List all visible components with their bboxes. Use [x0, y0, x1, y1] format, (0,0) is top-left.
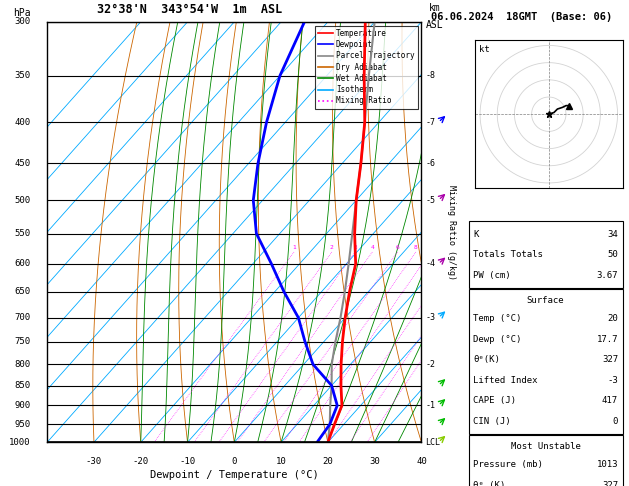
Text: 900: 900	[14, 401, 30, 410]
Text: -1: -1	[425, 401, 435, 410]
Bar	[469, 435, 623, 486]
Text: θᵉ (K): θᵉ (K)	[473, 481, 506, 486]
Text: 417: 417	[602, 397, 618, 405]
Text: hPa: hPa	[13, 8, 30, 17]
Text: -10: -10	[179, 457, 196, 466]
Text: 400: 400	[14, 118, 30, 127]
Text: 32°38'N  343°54'W  1m  ASL: 32°38'N 343°54'W 1m ASL	[97, 2, 282, 16]
Bar	[469, 221, 623, 288]
Text: θᵉ(K): θᵉ(K)	[473, 355, 500, 364]
Text: 850: 850	[14, 381, 30, 390]
Text: Lifted Index: Lifted Index	[473, 376, 538, 385]
Text: -3: -3	[608, 376, 618, 385]
Text: Pressure (mb): Pressure (mb)	[473, 460, 543, 469]
Text: PW (cm): PW (cm)	[473, 271, 511, 280]
Text: 10: 10	[276, 457, 286, 466]
Text: 4: 4	[370, 245, 374, 250]
Text: 6: 6	[396, 245, 399, 250]
Text: -6: -6	[425, 159, 435, 168]
Text: 34: 34	[608, 229, 618, 239]
Text: 0: 0	[613, 417, 618, 426]
Text: 20: 20	[608, 314, 618, 323]
Text: 3: 3	[353, 245, 357, 250]
Text: Most Unstable: Most Unstable	[511, 442, 581, 451]
Bar	[469, 289, 623, 434]
Text: 0: 0	[231, 457, 237, 466]
Text: -7: -7	[425, 118, 435, 127]
Text: 06.06.2024  18GMT  (Base: 06): 06.06.2024 18GMT (Base: 06)	[431, 12, 612, 22]
Text: 550: 550	[14, 229, 30, 238]
Text: 450: 450	[14, 159, 30, 168]
Text: 500: 500	[14, 196, 30, 205]
Text: -8: -8	[425, 71, 435, 80]
Text: 950: 950	[14, 420, 30, 429]
Text: -30: -30	[86, 457, 102, 466]
Text: CIN (J): CIN (J)	[473, 417, 511, 426]
Text: km: km	[428, 3, 440, 14]
Text: CAPE (J): CAPE (J)	[473, 397, 516, 405]
Text: 700: 700	[14, 313, 30, 322]
Text: K: K	[473, 229, 479, 239]
Text: 20: 20	[323, 457, 333, 466]
Text: -4: -4	[425, 260, 435, 268]
Text: kt: kt	[479, 45, 490, 54]
Text: Dewpoint / Temperature (°C): Dewpoint / Temperature (°C)	[150, 469, 319, 480]
Text: 350: 350	[14, 71, 30, 80]
Text: 1: 1	[292, 245, 296, 250]
Text: -20: -20	[133, 457, 149, 466]
Legend: Temperature, Dewpoint, Parcel Trajectory, Dry Adiabat, Wet Adiabat, Isotherm, Mi: Temperature, Dewpoint, Parcel Trajectory…	[314, 26, 418, 108]
Text: 17.7: 17.7	[596, 335, 618, 344]
Text: 8: 8	[414, 245, 418, 250]
Text: -2: -2	[425, 360, 435, 369]
Text: 50: 50	[608, 250, 618, 259]
Text: Totals Totals: Totals Totals	[473, 250, 543, 259]
Text: 650: 650	[14, 287, 30, 296]
Text: 40: 40	[416, 457, 427, 466]
Text: 1000: 1000	[9, 438, 30, 447]
Text: 327: 327	[602, 355, 618, 364]
Text: 750: 750	[14, 337, 30, 347]
Text: -5: -5	[425, 196, 435, 205]
Text: ASL: ASL	[426, 20, 443, 30]
Text: LCL: LCL	[425, 438, 440, 447]
Text: 600: 600	[14, 260, 30, 268]
Text: 2: 2	[330, 245, 333, 250]
Text: Surface: Surface	[527, 295, 564, 305]
Text: 30: 30	[369, 457, 380, 466]
Text: -3: -3	[425, 313, 435, 322]
Text: 3.67: 3.67	[596, 271, 618, 280]
Text: 800: 800	[14, 360, 30, 369]
Text: Dewp (°C): Dewp (°C)	[473, 335, 521, 344]
Text: 300: 300	[14, 17, 30, 26]
Text: 327: 327	[602, 481, 618, 486]
Text: 1013: 1013	[596, 460, 618, 469]
Text: Mixing Ratio (g/kg): Mixing Ratio (g/kg)	[447, 185, 456, 279]
Text: Temp (°C): Temp (°C)	[473, 314, 521, 323]
